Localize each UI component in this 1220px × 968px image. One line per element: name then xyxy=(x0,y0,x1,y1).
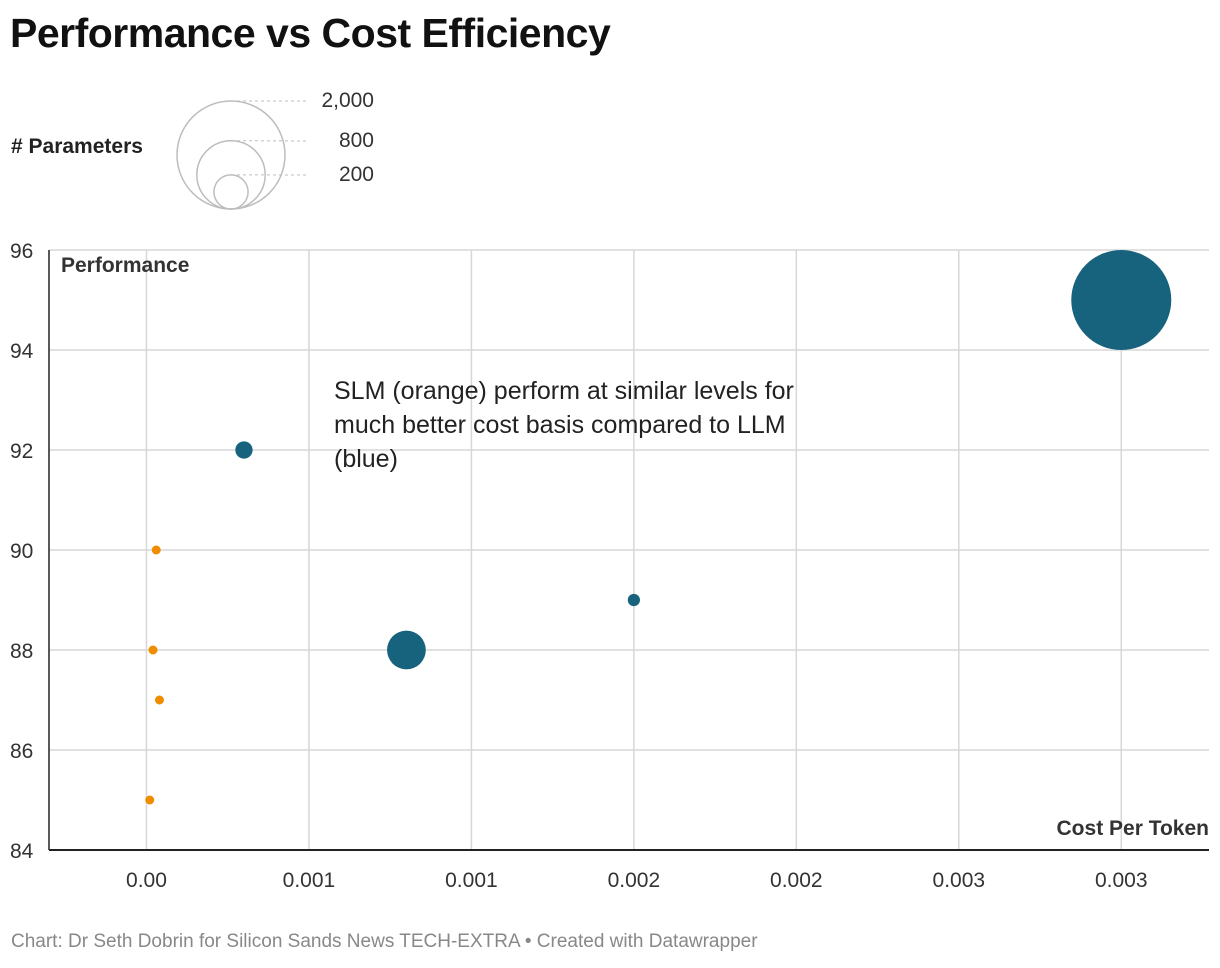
x-tick-label: 0.002 xyxy=(770,869,823,892)
y-tick-label: 94 xyxy=(10,340,34,363)
axis-labels: 84 86 88 90 92 94 96 0.00 0.001 0.001 0.002 0.002 0.… xyxy=(10,240,1209,892)
size-legend-label-small: 200 xyxy=(338,163,374,186)
data-points xyxy=(145,250,1172,805)
y-tick-label: 92 xyxy=(10,440,33,463)
size-legend-title: # Parameters xyxy=(11,135,143,158)
chart-title: Performance vs Cost Efficiency xyxy=(10,10,611,56)
size-legend-label-medium: 800 xyxy=(338,129,374,152)
data-point xyxy=(235,441,253,459)
chart-annotation: SLM (orange) perform at similar levels f… xyxy=(334,377,794,473)
data-point xyxy=(387,630,426,670)
x-tick-label: 0.001 xyxy=(283,869,336,892)
x-axis-title: Cost Per Token xyxy=(1057,817,1209,840)
x-tick-label: 0.001 xyxy=(445,869,498,892)
data-point xyxy=(1071,250,1172,350)
x-tick-label: 0.00 xyxy=(126,869,167,892)
y-tick-label: 96 xyxy=(10,240,33,263)
chart-footer: Chart: Dr Seth Dobrin for Silicon Sands … xyxy=(11,931,758,952)
size-legend-circle xyxy=(213,174,249,210)
y-tick-label: 86 xyxy=(10,740,33,763)
x-tick-label: 0.003 xyxy=(933,869,986,892)
y-tick-label: 84 xyxy=(10,840,34,863)
data-point xyxy=(627,593,640,607)
size-legend-label-large: 2,000 xyxy=(321,89,374,112)
x-tick-label: 0.003 xyxy=(1095,869,1148,892)
x-tick-label: 0.002 xyxy=(608,869,661,892)
data-point xyxy=(154,695,164,705)
size-legend xyxy=(176,100,307,210)
y-axis-title: Performance xyxy=(61,254,189,277)
data-point xyxy=(148,645,158,655)
grid xyxy=(49,249,1209,851)
data-point xyxy=(151,545,161,555)
y-tick-label: 90 xyxy=(10,540,33,563)
data-point xyxy=(145,795,155,805)
y-tick-label: 88 xyxy=(10,640,33,663)
size-legend-circle xyxy=(176,100,286,210)
axes xyxy=(48,250,1209,851)
